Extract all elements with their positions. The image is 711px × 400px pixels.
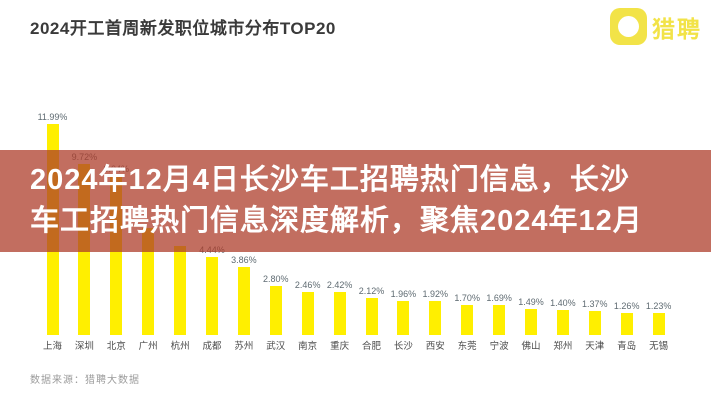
bar-value-label: 1.69%: [486, 293, 512, 303]
bar-city-label: 杭州: [170, 341, 190, 352]
bar-value-label: 1.37%: [582, 299, 608, 309]
bar: [588, 311, 601, 335]
bar-city-label: 南京: [298, 341, 318, 352]
bar: [620, 313, 633, 335]
bar-city-label: 深圳: [74, 341, 94, 352]
bar: [397, 301, 410, 335]
bar: [556, 310, 569, 335]
bar-city-label: 上海: [42, 341, 62, 352]
bar: [461, 305, 474, 335]
bar: [301, 292, 314, 335]
bar-city-label: 成都: [202, 341, 222, 352]
bar-city-label: 广州: [138, 341, 158, 352]
bar-value-label: 1.49%: [518, 297, 544, 307]
bar: [269, 286, 282, 335]
bar-value-label: 2.46%: [294, 280, 321, 290]
bar-city-label: 天津: [585, 341, 605, 352]
brand-name: 猎聘: [652, 15, 702, 42]
bar-value-label: 1.40%: [550, 298, 576, 308]
bar: [493, 305, 506, 335]
overlay-banner: 2024年12月4日长沙车工招聘热门信息，长沙 车工招聘热门信息深度解析，聚焦2…: [0, 150, 711, 252]
bar: [174, 246, 187, 335]
overlay-text-line1: 2024年12月4日长沙车工招聘热门信息，长沙: [30, 164, 630, 196]
liepin-logo-icon: [610, 8, 647, 45]
bar-city-label: 合肥: [361, 341, 381, 352]
data-source-note: 数据来源：猎聘大数据: [30, 375, 140, 386]
bar-city-label: 重庆: [330, 341, 350, 352]
bar: [142, 228, 155, 335]
bar-value-label: 11.99%: [37, 112, 68, 122]
bar-city-label: 青岛: [617, 341, 637, 352]
bar-city-label: 西安: [425, 341, 445, 352]
bar-value-label: 2.12%: [358, 286, 385, 296]
chart-title: 2024开工首周新发职位城市分布TOP20: [30, 19, 336, 38]
bar-value-label: 1.92%: [422, 289, 449, 299]
overlay-text-line2: 车工招聘热门信息深度解析，聚焦2024年12月: [30, 205, 643, 237]
bar-value-label: 1.26%: [613, 301, 640, 311]
bar-city-label: 佛山: [521, 341, 541, 352]
bar: [429, 301, 442, 335]
bar-city-label: 北京: [106, 341, 126, 352]
bar-city-label: 苏州: [234, 341, 254, 352]
bar-city-label: 宁波: [489, 341, 509, 352]
bar: [333, 292, 346, 335]
bar-value-label: 1.23%: [645, 301, 672, 311]
bar-city-label: 东莞: [457, 341, 477, 352]
bar-value-label: 2.80%: [263, 274, 289, 284]
bar: [525, 309, 537, 335]
bar-value-label: 1.70%: [454, 293, 480, 303]
bar: [206, 257, 218, 335]
bar: [237, 267, 250, 335]
bar-value-label: 1.96%: [390, 289, 417, 299]
bar-city-label: 长沙: [393, 341, 413, 352]
bar-city-label: 武汉: [266, 341, 286, 352]
bar-value-label: 2.42%: [326, 280, 353, 290]
bar: [365, 298, 378, 335]
bar-city-label: 郑州: [553, 341, 573, 352]
bar-city-label: 无锡: [649, 341, 669, 352]
brand-logo: 猎聘: [610, 8, 702, 45]
bar: [652, 313, 665, 335]
bar-value-label: 3.86%: [231, 255, 257, 265]
